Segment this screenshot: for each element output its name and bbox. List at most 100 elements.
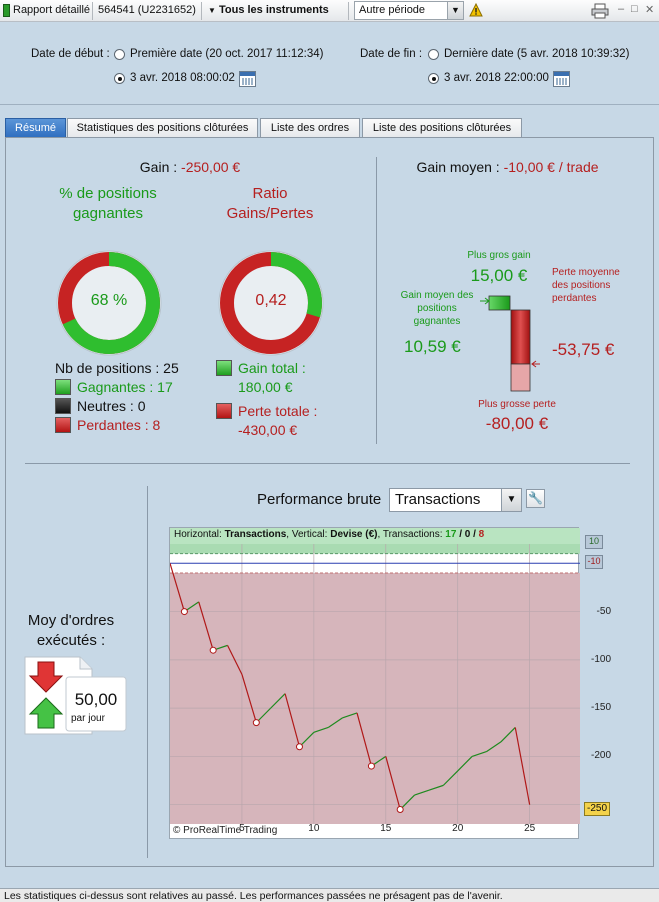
- biggest-loss-value: -80,00 €: [485, 414, 549, 433]
- header-win: 17: [445, 529, 457, 540]
- chart-header: Horizontal: Transactions, Vertical: Devi…: [174, 529, 485, 540]
- loss-total-label: Perte totale :: [238, 403, 318, 419]
- perf-mode-value: Transactions: [395, 491, 481, 508]
- gain-total-label: Gain total :: [238, 360, 306, 376]
- performance-chart[interactable]: Horizontal: Transactions, Vertical: Devi…: [169, 527, 611, 839]
- report-icon: [3, 4, 10, 17]
- tab-statistiques[interactable]: Statistiques des positions clôturées: [67, 118, 258, 137]
- x-tick-label: 10: [308, 823, 320, 834]
- x-tick-label: 5: [239, 823, 245, 834]
- tab-resume[interactable]: Résumé: [5, 118, 66, 137]
- avg-gain-value: -10,00 € / trade: [503, 159, 599, 175]
- avg-bar-graphic: [480, 295, 540, 392]
- biggest-loss-label: Plus grosse perte: [478, 399, 556, 410]
- report-title: Rapport détaillé: [13, 4, 91, 16]
- maximize-icon[interactable]: □: [631, 3, 638, 15]
- avg-win-label: Gain moyen des positions gagnantes: [400, 290, 474, 327]
- calendar-icon[interactable]: [553, 71, 570, 87]
- chart-svg: [169, 528, 580, 824]
- gain-total-swatch: [216, 360, 232, 376]
- series-segment: [342, 712, 358, 719]
- column-divider: [376, 157, 377, 444]
- gain-value: -250,00 €: [181, 159, 241, 175]
- series-segment: [514, 727, 531, 805]
- losers-swatch: [55, 417, 71, 433]
- series-segment: [198, 601, 214, 651]
- series-segment: [471, 751, 487, 757]
- header-neutral: 0: [464, 529, 471, 540]
- last-value-marker: -250: [584, 802, 610, 816]
- gain-label: Gain :: [139, 159, 178, 175]
- start-first-radio[interactable]: [114, 49, 125, 60]
- series-segment: [227, 645, 243, 675]
- wrench-icon[interactable]: 🔧: [526, 489, 545, 508]
- x-tick-label: 15: [380, 823, 392, 834]
- orders-value: 50,00: [74, 690, 118, 709]
- series-segment: [428, 784, 444, 791]
- header-t-label: Transactions:: [382, 529, 443, 540]
- neutral-count: Neutres : 0: [77, 398, 146, 414]
- perf-title: Performance brute: [257, 491, 382, 508]
- orders-label: Moy d'ordres exécutés :: [27, 612, 115, 649]
- tab-positions[interactable]: Liste des positions clôturées: [362, 118, 522, 137]
- y-tick-label: -50: [596, 605, 611, 617]
- print-icon[interactable]: [591, 3, 609, 19]
- series-segment: [457, 755, 473, 772]
- win-band: [170, 544, 580, 554]
- end-date-label: Date de fin :: [360, 48, 423, 60]
- section-divider: [0, 104, 659, 105]
- avg-gain-row: Gain moyen : -10,00 € / trade: [380, 159, 635, 175]
- dropdown-arrow-icon: ▼: [208, 6, 216, 15]
- end-last-label: Dernière date (5 avr. 2018 10:39:32): [444, 48, 630, 60]
- series-segment: [284, 693, 301, 747]
- ratio-value: 0,42: [255, 292, 287, 309]
- calendar-icon[interactable]: [239, 71, 256, 87]
- end-custom-value[interactable]: 3 avr. 2018 22:00:00: [444, 72, 549, 84]
- end-custom-radio[interactable]: [428, 73, 439, 84]
- ratio-donut: [218, 250, 324, 356]
- y-tick-label: -150: [590, 702, 611, 714]
- start-date-label: Date de début :: [31, 48, 110, 60]
- close-icon[interactable]: ✕: [645, 4, 655, 16]
- avg-win-value: 10,59 €: [404, 337, 461, 356]
- losers-count: Perdantes : 8: [77, 417, 161, 433]
- loss-point: [180, 608, 188, 616]
- minimize-icon[interactable]: –: [618, 3, 625, 15]
- tab-ordres[interactable]: Liste des ordres: [260, 118, 360, 137]
- series-segment: [385, 756, 401, 810]
- horizontal-divider: [25, 463, 630, 464]
- loss-point: [295, 743, 303, 751]
- avg-loss-label: Perte moyenne des positions perdantes: [552, 267, 620, 304]
- chart-header-bg: [170, 528, 580, 544]
- period-value: Autre période: [359, 4, 426, 16]
- chart-copyright: © ProRealTime Trading: [173, 825, 278, 836]
- loss-point: [209, 646, 217, 654]
- disclaimer-footer: Les statistiques ci-dessus sont relative…: [0, 888, 659, 902]
- orders-icon: [24, 656, 127, 735]
- pct-value: 68 %: [90, 292, 128, 309]
- header-loss: 8: [478, 529, 485, 540]
- start-custom-radio[interactable]: [114, 73, 125, 84]
- marker-top: 10: [585, 535, 603, 549]
- start-custom-value[interactable]: 3 avr. 2018 08:00:02: [130, 72, 235, 84]
- end-last-radio[interactable]: [428, 49, 439, 60]
- toolbar: Rapport détaillé 564541 (U2231652) ▼ Tou…: [0, 0, 659, 22]
- pct-donut: [56, 250, 162, 356]
- perf-mode-select[interactable]: Transactions ▼: [389, 488, 522, 512]
- gain-total-value: 180,00 €: [238, 379, 293, 395]
- instruments-dropdown[interactable]: ▼ Tous les instruments: [208, 4, 329, 16]
- series-segment: [313, 726, 329, 733]
- loss-point: [252, 719, 260, 727]
- start-first-label: Première date (20 oct. 2017 11:12:34): [130, 48, 324, 60]
- orders-unit: par jour: [71, 713, 105, 724]
- warning-icon[interactable]: [469, 3, 483, 17]
- header-v-value: Devise (€): [330, 529, 378, 540]
- series-segment: [241, 674, 257, 723]
- series-segment: [356, 712, 372, 767]
- chevron-down-icon: ▼: [447, 2, 463, 19]
- y-tick-label: -200: [590, 750, 611, 762]
- period-select[interactable]: Autre période ▼: [354, 1, 464, 20]
- header-h-label: Horizontal:: [174, 529, 222, 540]
- series-segment: [327, 717, 343, 728]
- gain-row: Gain : -250,00 €: [0, 159, 380, 175]
